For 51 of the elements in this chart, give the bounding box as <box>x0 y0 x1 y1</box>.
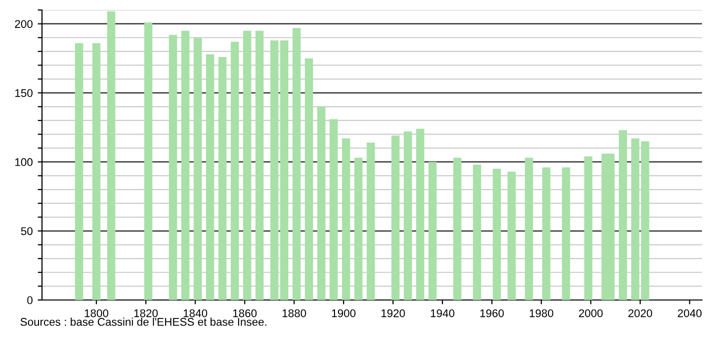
bar <box>416 128 424 300</box>
x-tick-label: 2040 <box>678 309 702 318</box>
bar <box>255 30 264 300</box>
bar <box>584 156 592 300</box>
bar <box>472 164 482 300</box>
x-tick-label: 1900 <box>332 309 356 318</box>
x-tick-label: 1820 <box>134 309 158 318</box>
y-tick-label: 100 <box>15 158 33 166</box>
bar <box>243 30 252 300</box>
x-tick-label: 1980 <box>530 309 554 318</box>
x-tick-label: 1880 <box>282 309 306 318</box>
bar <box>168 34 178 300</box>
bar <box>562 167 570 300</box>
x-tick-label: 2000 <box>578 309 603 318</box>
bar <box>404 132 412 300</box>
bar <box>428 162 437 300</box>
bar <box>181 30 190 300</box>
x-tick-label: 1860 <box>233 309 257 318</box>
bar <box>342 138 350 300</box>
x-tick-label: 1800 <box>84 309 108 318</box>
bar <box>304 58 314 300</box>
x-tick-label: 1840 <box>184 309 208 318</box>
bar <box>75 43 84 300</box>
y-tick-label: 50 <box>21 227 33 236</box>
bar <box>330 119 338 300</box>
bar <box>542 167 550 300</box>
x-tick-label: 2020 <box>628 309 652 318</box>
bar <box>618 130 627 300</box>
bar <box>107 11 116 300</box>
bar <box>317 106 326 300</box>
bar <box>508 172 516 300</box>
bar <box>453 158 462 300</box>
bar <box>354 158 362 300</box>
bar <box>218 56 227 300</box>
bar <box>366 142 375 300</box>
bar <box>492 168 501 300</box>
y-tick-label: 200 <box>14 20 33 28</box>
x-tick-label: 1920 <box>382 309 405 318</box>
x-tick-label: 1960 <box>480 309 504 318</box>
bar <box>194 38 202 300</box>
bar <box>144 22 152 300</box>
bar <box>524 158 534 300</box>
y-tick-label: 0 <box>27 296 33 304</box>
x-tick-label: 1940 <box>430 309 454 318</box>
bar <box>206 54 214 300</box>
y-tick-label: 150 <box>15 89 33 97</box>
source-note: Sources : base Cassini de l'EHESS et base Insee. <box>20 318 266 326</box>
bar <box>92 43 100 300</box>
bar <box>292 28 301 300</box>
bar <box>391 136 400 300</box>
bar <box>230 42 239 300</box>
